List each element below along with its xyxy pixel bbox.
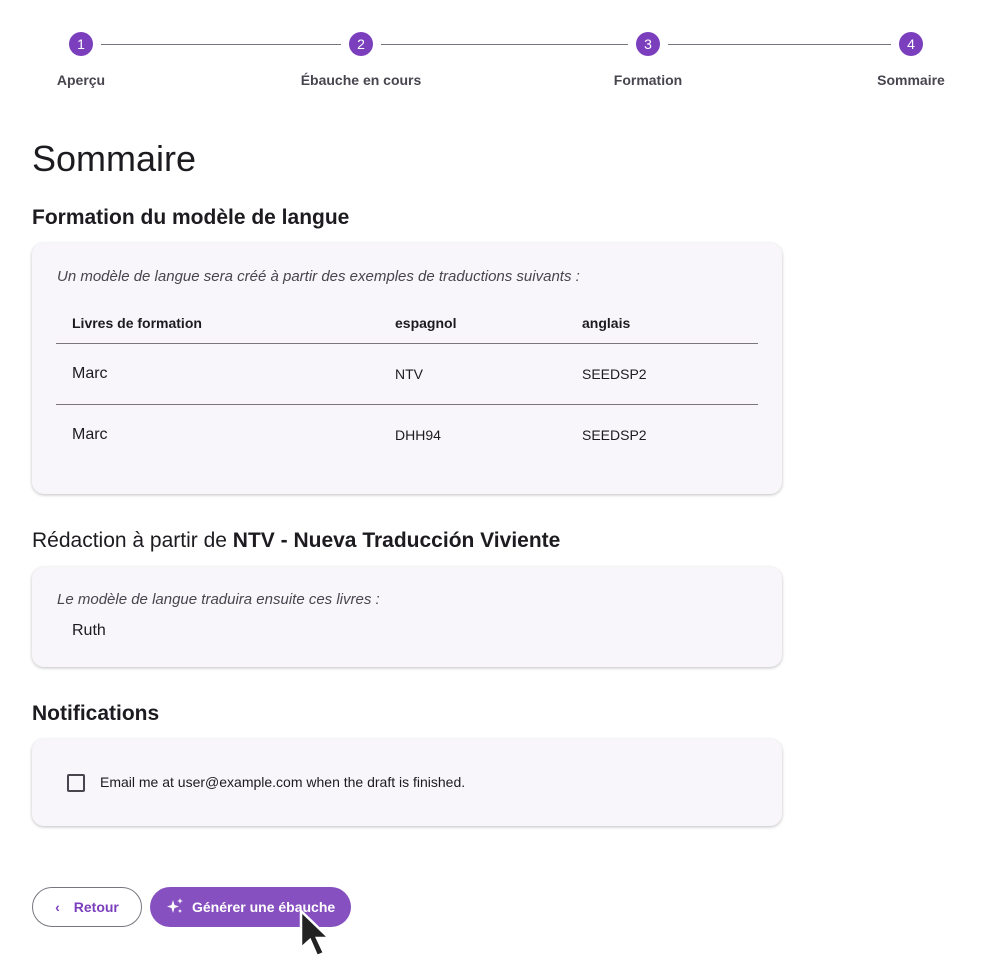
step-number: 2 bbox=[349, 32, 373, 56]
table-row: Marc NTV SEEDSP2 bbox=[56, 343, 758, 405]
step-connector bbox=[101, 44, 341, 45]
step-formation[interactable]: 3 Formation bbox=[568, 32, 728, 88]
page-title: Sommaire bbox=[32, 138, 197, 179]
column-header: Livres de formation bbox=[56, 301, 379, 344]
drafting-books: Ruth bbox=[72, 622, 106, 639]
step-number: 4 bbox=[899, 32, 923, 56]
drafting-intro: Le modèle de langue traduira ensuite ces… bbox=[57, 591, 380, 608]
stepper: 1 Aperçu 2 Ébauche en cours 3 Formation 4 So… bbox=[0, 32, 1000, 92]
step-ebauche[interactable]: 2 Ébauche en cours bbox=[281, 32, 441, 88]
drafting-source: NTV - Nueva Traducción Viviente bbox=[232, 529, 561, 552]
step-label: Formation bbox=[613, 72, 683, 88]
column-header: espagnol bbox=[379, 301, 566, 344]
email-checkbox-label[interactable]: Email me at user@example.com when the dr… bbox=[100, 774, 466, 790]
step-connector bbox=[668, 44, 891, 45]
cell-source: DHH94 bbox=[395, 426, 441, 443]
table-row: Marc DHH94 SEEDSP2 bbox=[56, 404, 758, 465]
column-header: anglais bbox=[566, 301, 758, 344]
step-label: Aperçu bbox=[56, 72, 106, 88]
generate-draft-button[interactable]: Générer une ébauche bbox=[150, 887, 351, 927]
training-card: Un modèle de langue sera créé à partir d… bbox=[32, 243, 782, 494]
cell-source: NTV bbox=[379, 343, 566, 405]
step-sommaire[interactable]: 4 Sommaire bbox=[831, 32, 991, 88]
drafting-heading: Rédaction à partir de NTV - Nueva Traduc… bbox=[32, 529, 560, 553]
cell-book: Marc bbox=[72, 425, 108, 443]
back-button[interactable]: ‹ Retour bbox=[32, 887, 142, 927]
step-label: Ébauche en cours bbox=[300, 72, 422, 88]
cell-target: SEEDSP2 bbox=[566, 343, 758, 405]
back-label: Retour bbox=[73, 899, 119, 915]
drafting-heading-prefix: Rédaction à partir de bbox=[32, 529, 227, 552]
mouse-cursor-icon bbox=[299, 908, 333, 958]
email-checkbox[interactable] bbox=[67, 774, 85, 792]
training-table: Livres de formation espagnol anglais Mar… bbox=[56, 301, 758, 465]
notifications-card: Email me at user@example.com when the dr… bbox=[32, 739, 782, 826]
step-apercu[interactable]: 1 Aperçu bbox=[1, 32, 161, 88]
step-connector bbox=[381, 44, 628, 45]
generate-label: Générer une ébauche bbox=[192, 899, 336, 915]
step-number: 1 bbox=[69, 32, 93, 56]
chevron-left-icon: ‹ bbox=[55, 899, 60, 915]
step-number: 3 bbox=[636, 32, 660, 56]
training-heading: Formation du modèle de langue bbox=[32, 206, 350, 229]
notifications-heading: Notifications bbox=[32, 702, 160, 725]
step-label: Sommaire bbox=[877, 72, 945, 88]
training-intro: Un modèle de langue sera créé à partir d… bbox=[57, 268, 580, 285]
sparkles-icon bbox=[166, 897, 184, 918]
cell-target: SEEDSP2 bbox=[582, 426, 647, 443]
cell-book: Marc bbox=[56, 343, 379, 405]
drafting-card: Le modèle de langue traduira ensuite ces… bbox=[32, 567, 782, 667]
